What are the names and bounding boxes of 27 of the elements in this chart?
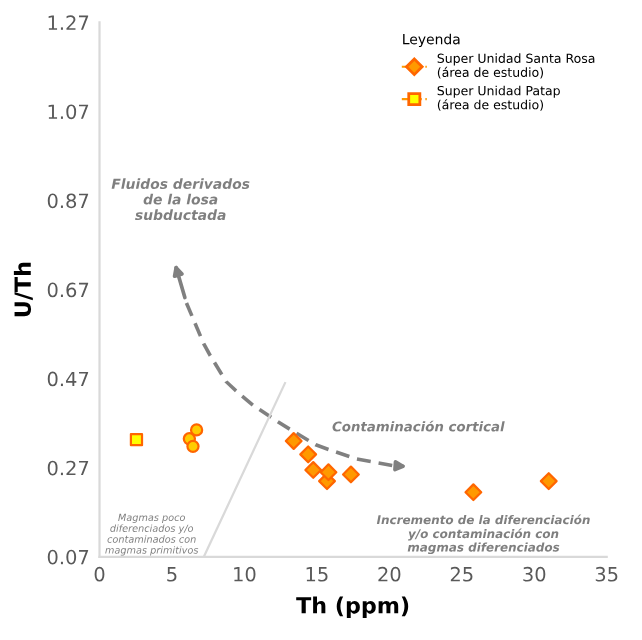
point: [299, 445, 318, 464]
x-tick-label: 20: [378, 566, 401, 582]
point: [539, 472, 558, 491]
point: [129, 433, 144, 447]
x-axis-title: Th (ppm): [296, 596, 409, 618]
x-tick-label: 30: [523, 566, 546, 582]
y-tick-label: 0.87: [47, 193, 89, 209]
y-tick-label: 0.27: [47, 460, 89, 476]
y-tick-label: 0.67: [47, 282, 89, 298]
y-tick-label: 0.07: [47, 549, 89, 565]
y-axis-title: U/Th: [13, 262, 33, 317]
point: [284, 432, 303, 450]
y-tick-label: 0.47: [47, 371, 89, 387]
point: [186, 439, 200, 454]
x-tick-label: 15: [306, 567, 328, 582]
x-tick-label: 35: [595, 566, 618, 582]
point: [319, 463, 338, 482]
point: [189, 423, 204, 437]
point: [304, 460, 323, 479]
point: [464, 483, 483, 502]
x-tick-label: 10: [234, 566, 256, 582]
y-tick-label: 1.07: [48, 104, 89, 120]
x-tick-label: 0: [94, 566, 105, 582]
x-tick-label: 5: [167, 567, 177, 582]
x-tick-label: 25: [450, 566, 473, 582]
point: [341, 465, 360, 484]
y-tick-label: 1.27: [48, 15, 89, 30]
